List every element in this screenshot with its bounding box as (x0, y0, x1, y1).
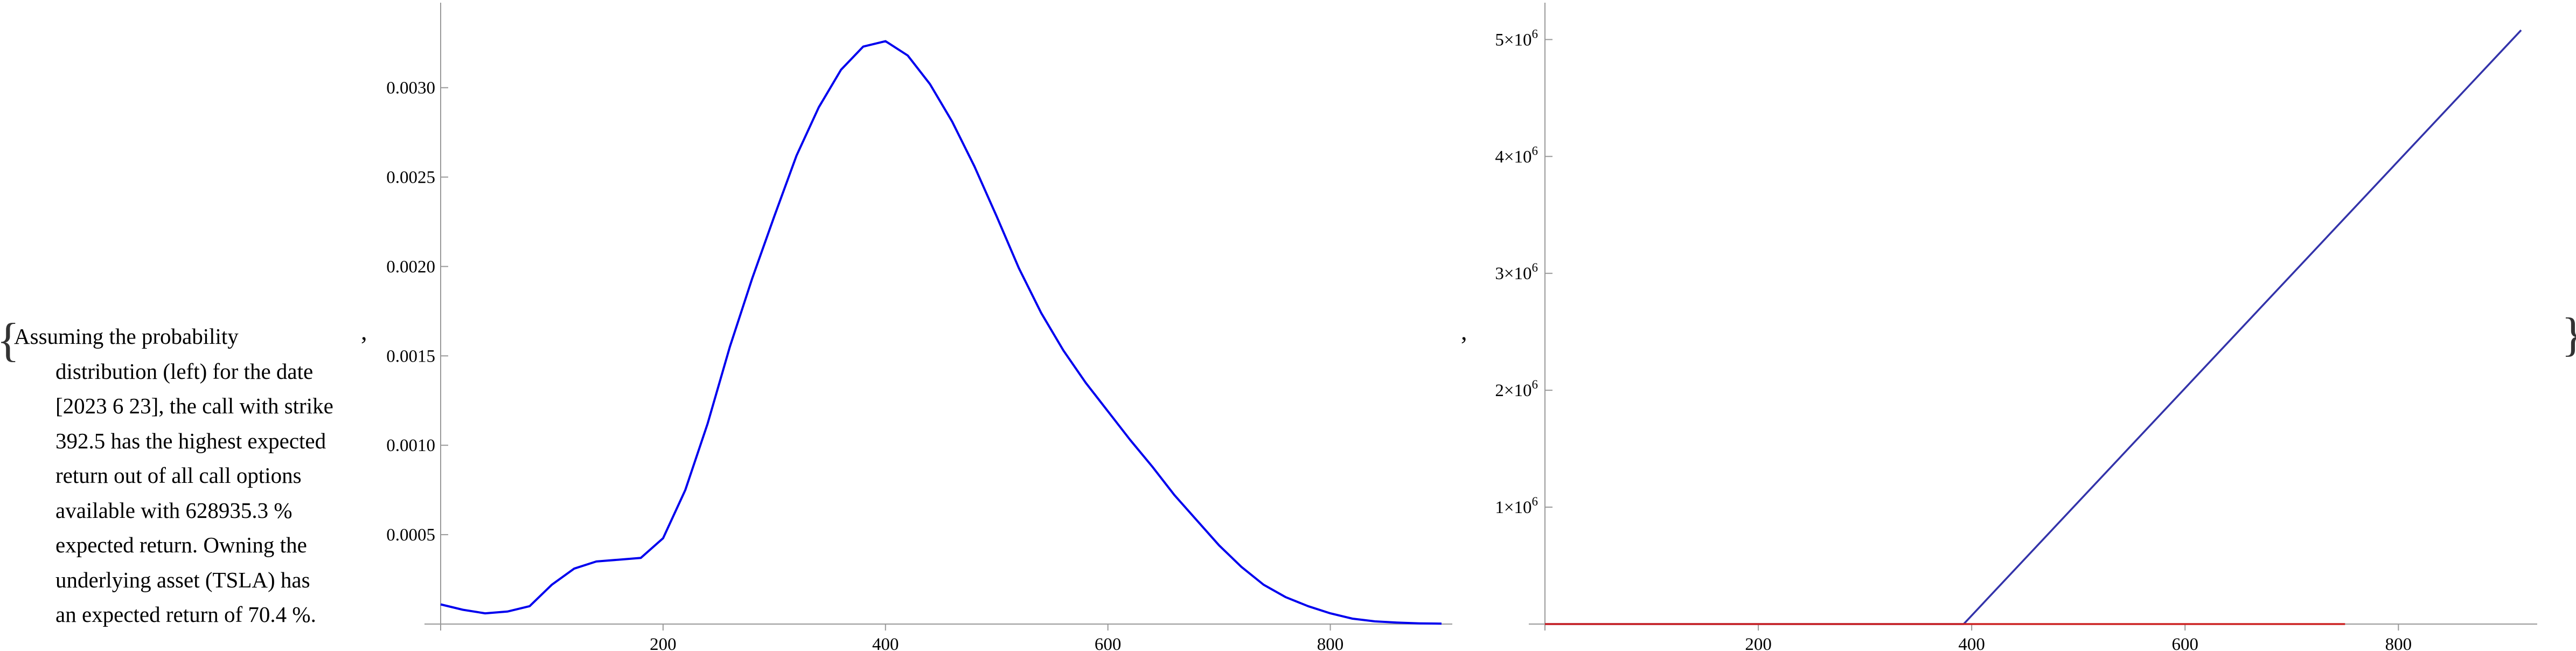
result-note: Assuming the probability distribution (l… (4, 319, 360, 632)
y-tick-label: 5×106 (1495, 27, 1538, 50)
x-tick-label: 600 (2172, 635, 2199, 651)
note-line: expected return. Owning the (55, 532, 307, 557)
note-line: return out of all call options (55, 463, 302, 488)
note-line: [2023 6 23], the call with strike (55, 393, 333, 418)
x-tick-label: 400 (872, 635, 899, 651)
note-line: an expected return of 70.4 %. (55, 602, 316, 627)
y-tick-label: 0.0010 (386, 436, 435, 455)
y-tick-label: 1×106 (1495, 495, 1538, 517)
y-tick-label: 2×106 (1495, 378, 1538, 400)
y-tick-label: 0.0020 (386, 257, 435, 276)
y-tick-label: 0.0005 (386, 525, 435, 545)
brace-close: } (2561, 311, 2576, 359)
list-separator: , (1461, 317, 1467, 345)
y-tick-label: 3×106 (1495, 261, 1538, 283)
series-line-1 (1545, 29, 2522, 625)
series-line-1 (440, 40, 1442, 625)
probability-density-chart: 200 400 600 800 0.0005 0.0010 0.0015 0.0020 0.00… (386, 3, 1452, 651)
x-tick-label: 200 (1745, 635, 1772, 651)
y-tick-label: 0.0025 (386, 168, 435, 188)
brace-open: { (0, 317, 19, 364)
y-tick-label: 0.0030 (386, 79, 435, 98)
x-tick-label: 800 (2385, 635, 2412, 651)
note-line: 392.5 has the highest expected (55, 428, 326, 453)
y-tick-label: 4×106 (1495, 144, 1538, 167)
note-line: available with 628935.3 % (55, 497, 293, 523)
note-line: distribution (left) for the date (55, 358, 314, 384)
note-line: Assuming the probability (14, 324, 239, 349)
y-tick-label: 0.0015 (386, 347, 435, 366)
x-tick-label: 400 (1958, 635, 1985, 651)
x-tick-label: 200 (650, 635, 677, 651)
list-separator: , (361, 317, 367, 345)
x-tick-label: 800 (1317, 635, 1344, 651)
note-line: underlying asset (TSLA) has (55, 567, 310, 592)
x-tick-label: 600 (1095, 635, 1122, 651)
